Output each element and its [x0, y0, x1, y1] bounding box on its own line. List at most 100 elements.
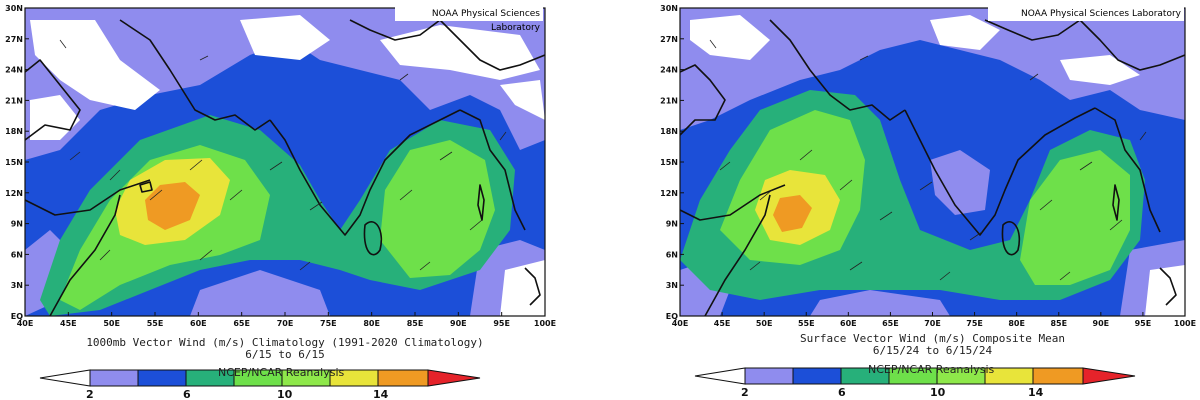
lon-tick-label: 55E	[798, 319, 815, 328]
contour-band-peak	[145, 182, 200, 230]
lat-tick-label: 6N	[11, 250, 23, 259]
lon-tick-label: 40E	[672, 319, 689, 328]
lon-tick-label: 80E	[1008, 319, 1025, 328]
credit-label: NOAA Physical Sciences Laboratory	[395, 7, 543, 33]
contour-band-calm	[690, 15, 770, 60]
lon-tick-label: 70E	[277, 319, 294, 328]
lon-tick-label: 60E	[840, 319, 857, 328]
contour-band-light	[930, 150, 990, 215]
coastlines	[24, 19, 546, 317]
colorbar-cap-low	[39, 369, 91, 387]
colorbar-label: 2	[86, 388, 94, 400]
map-panel-left: 40E 45E 50E 55E 60E 65E 70E 75E 80E 85E 90E 95E 100E…	[0, 0, 560, 400]
lat-tick-label: 24N	[5, 66, 23, 75]
lon-tick-label: 90E	[450, 319, 467, 328]
colorbar-swatch	[744, 367, 794, 385]
colorbar-label: 6	[183, 388, 191, 400]
contour-plot	[24, 7, 546, 317]
lat-tick-label: 18N	[5, 127, 23, 136]
lon-tick-label: 80E	[363, 319, 380, 328]
wind-vectors	[709, 39, 1147, 281]
colorbar-cap-high	[427, 369, 481, 387]
lon-tick-label: 60E	[190, 319, 207, 328]
contour-band-calm	[1060, 55, 1140, 85]
lon-tick-label: 45E	[714, 319, 731, 328]
lat-tick-label: 3N	[11, 281, 23, 290]
caption-title: 1000mb Vector Wind (m/s) Climatology (19…	[86, 336, 484, 349]
lat-tick-label: 18N	[660, 127, 678, 136]
contour-band-high	[380, 140, 495, 278]
colorbar-swatch	[792, 367, 842, 385]
lat-tick-label: 3N	[666, 281, 678, 290]
colorbar: 2 6 10 14	[39, 369, 481, 400]
lat-tick-label: EQ	[11, 312, 23, 321]
lon-tick-label: 100E	[1174, 319, 1196, 328]
lon-tick-label: 95E	[1135, 319, 1152, 328]
source-label: NCEP/NCAR Reanalysis	[218, 366, 345, 379]
contour-band-calm	[930, 15, 1000, 50]
contour-band-peak	[773, 195, 812, 232]
credit-label: NOAA Physical Sciences Laboratory	[988, 7, 1184, 21]
contour-band-high	[1020, 150, 1130, 285]
lat-tick-label: 12N	[660, 189, 678, 198]
contour-band-calm	[500, 80, 545, 120]
lon-tick-label: 55E	[147, 319, 164, 328]
colorbar-label: 6	[838, 386, 846, 399]
colorbar: 2 6 10 14	[694, 367, 1136, 399]
lat-tick-label: 24N	[660, 66, 678, 75]
lat-tick-label: 30N	[5, 4, 23, 13]
caption-dates: 6/15/24 to 6/15/24	[872, 344, 993, 357]
lon-tick-label: 70E	[924, 319, 941, 328]
colorbar-cap-high	[1082, 367, 1136, 385]
lat-tick-label: 15N	[5, 158, 23, 167]
lat-tick-label: 9N	[11, 220, 23, 229]
caption-dates: 6/15 to 6/15	[245, 348, 325, 361]
contour-band-calm	[1145, 265, 1185, 316]
lon-tick-label: 50E	[756, 319, 773, 328]
contour-band-light	[810, 290, 950, 316]
contour-band-calm	[240, 15, 330, 60]
lon-tick-label: 75E	[966, 319, 983, 328]
lat-tick-label: 21N	[660, 96, 678, 105]
axis-ticks: 40E 45E 50E 55E 60E 65E 70E 75E 80E 85E 90E 95E 100E…	[660, 4, 1196, 328]
lon-tick-label: 65E	[233, 319, 250, 328]
colorbar-swatch	[377, 369, 429, 387]
source-label: NCEP/NCAR Reanalysis	[868, 363, 995, 376]
contour-band-calm	[380, 25, 540, 80]
lon-tick-label: 90E	[1093, 319, 1110, 328]
wind-map-left: 40E 45E 50E 55E 60E 65E 70E 75E 80E 85E 90E 95E 100E…	[5, 4, 556, 400]
coastlines	[679, 19, 1186, 317]
lon-tick-label: 65E	[882, 319, 899, 328]
colorbar-cap-low	[694, 367, 746, 385]
lat-tick-label: 30N	[660, 4, 678, 13]
lat-tick-label: 15N	[660, 158, 678, 167]
lat-tick-label: EQ	[666, 312, 678, 321]
colorbar-label: 10	[277, 388, 293, 400]
contour-plot	[679, 7, 1186, 317]
colorbar-swatch	[137, 369, 187, 387]
colorbar-label: 14	[1028, 386, 1044, 399]
lon-tick-label: 50E	[103, 319, 120, 328]
lon-tick-label: 95E	[493, 319, 510, 328]
contour-band-calm	[30, 20, 160, 110]
contour-band-light	[190, 270, 330, 316]
lat-tick-label: 9N	[666, 220, 678, 229]
lon-tick-label: 85E	[1050, 319, 1067, 328]
lat-tick-label: 21N	[5, 96, 23, 105]
lon-tick-label: 100E	[534, 319, 556, 328]
wind-vectors	[59, 39, 507, 271]
lat-tick-label: 27N	[660, 35, 678, 44]
lon-tick-label: 45E	[60, 319, 77, 328]
colorbar-label: 10	[930, 386, 946, 399]
lat-tick-label: 6N	[666, 250, 678, 259]
lon-tick-label: 75E	[320, 319, 337, 328]
lon-tick-label: 40E	[17, 319, 34, 328]
map-panel-right: 40E 45E 50E 55E 60E 65E 70E 75E 80E 85E 90E 95E 100E…	[640, 0, 1200, 400]
lat-tick-label: 12N	[5, 189, 23, 198]
colorbar-swatch	[89, 369, 139, 387]
caption-title: Surface Vector Wind (m/s) Composite Mean	[800, 332, 1065, 345]
colorbar-swatch	[1032, 367, 1084, 385]
colorbar-label: 14	[373, 388, 389, 400]
wind-map-right: 40E 45E 50E 55E 60E 65E 70E 75E 80E 85E 90E 95E 100E…	[660, 4, 1196, 399]
lon-tick-label: 85E	[407, 319, 424, 328]
